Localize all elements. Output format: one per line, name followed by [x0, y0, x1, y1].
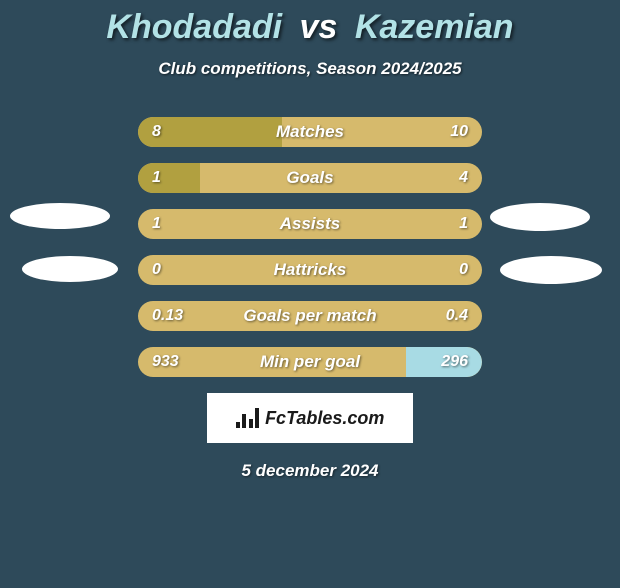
subtitle: Club competitions, Season 2024/2025: [0, 59, 620, 79]
stat-row: 8Matches10: [138, 117, 482, 147]
badge-text: FcTables.com: [265, 408, 384, 429]
stat-row: 1Assists1: [138, 209, 482, 239]
stat-rows: 8Matches101Goals41Assists10Hattricks00.1…: [138, 117, 482, 377]
avatar-placeholder: [500, 256, 602, 284]
stat-label: Min per goal: [138, 347, 482, 377]
stat-row: 0.13Goals per match0.4: [138, 301, 482, 331]
stat-value-right: 296: [441, 347, 468, 377]
player1-name: Khodadadi: [106, 8, 282, 46]
avatar-placeholder: [490, 203, 590, 231]
stat-label: Matches: [138, 117, 482, 147]
stat-row: 933Min per goal296: [138, 347, 482, 377]
stat-value-right: 0.4: [446, 301, 468, 331]
avatar-placeholder: [22, 256, 118, 282]
comparison-title: Khodadadi vs Kazemian: [0, 8, 620, 47]
fctables-badge: FcTables.com: [207, 393, 413, 443]
vs-text: vs: [300, 8, 338, 46]
player2-name: Kazemian: [355, 8, 514, 46]
stat-label: Goals: [138, 163, 482, 193]
stat-label: Goals per match: [138, 301, 482, 331]
avatar-placeholder: [10, 203, 110, 229]
stat-label: Assists: [138, 209, 482, 239]
stat-value-right: 4: [459, 163, 468, 193]
stat-value-right: 1: [459, 209, 468, 239]
stat-row: 1Goals4: [138, 163, 482, 193]
stat-value-right: 0: [459, 255, 468, 285]
bar-chart-icon: [236, 408, 260, 428]
stat-row: 0Hattricks0: [138, 255, 482, 285]
stat-value-right: 10: [450, 117, 468, 147]
stat-label: Hattricks: [138, 255, 482, 285]
date-text: 5 december 2024: [0, 461, 620, 481]
